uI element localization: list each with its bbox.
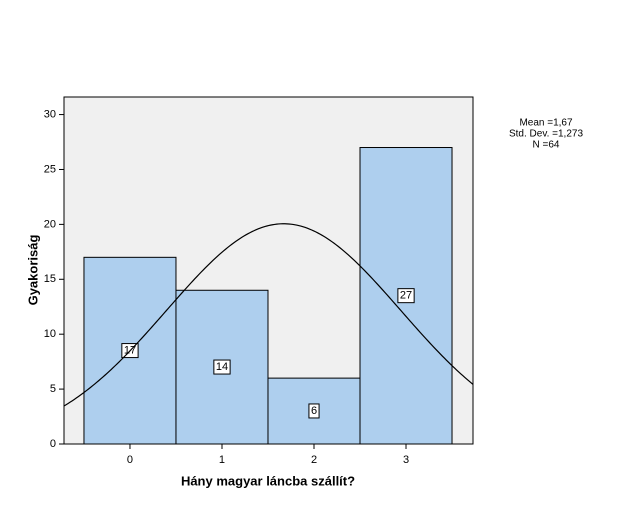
- y-tick-label: 20: [44, 218, 56, 230]
- stat-std-dev: Std. Dev. =1,273: [509, 129, 583, 140]
- y-tick-label: 10: [44, 328, 56, 340]
- data-label: 6: [308, 403, 320, 419]
- x-tick-label: 3: [403, 454, 409, 466]
- data-label-text: 27: [400, 290, 412, 302]
- data-label: 27: [397, 288, 415, 304]
- x-tick-label: 0: [127, 454, 133, 466]
- y-tick-label: 25: [44, 163, 56, 175]
- data-label-box: [308, 403, 320, 419]
- y-tick-label: 15: [44, 273, 56, 285]
- stat-mean: Mean =1,67: [519, 118, 573, 129]
- stat-n: N =64: [533, 140, 560, 151]
- data-label: 14: [213, 359, 231, 375]
- y-tick-label: 30: [44, 108, 56, 120]
- x-axis-title: Hány magyar láncba szállít?: [181, 473, 355, 488]
- x-tick-label: 2: [311, 454, 317, 466]
- data-label-text: 14: [216, 361, 228, 373]
- data-label-text: 6: [311, 405, 317, 417]
- x-tick-label: 1: [219, 454, 225, 466]
- normal-curve: [64, 223, 473, 407]
- y-axis-title: Gyakoriság: [25, 235, 40, 306]
- data-label-box: [397, 288, 415, 304]
- y-tick-label: 5: [50, 383, 56, 395]
- data-label-box: [213, 359, 231, 375]
- y-tick-label: 0: [50, 438, 56, 450]
